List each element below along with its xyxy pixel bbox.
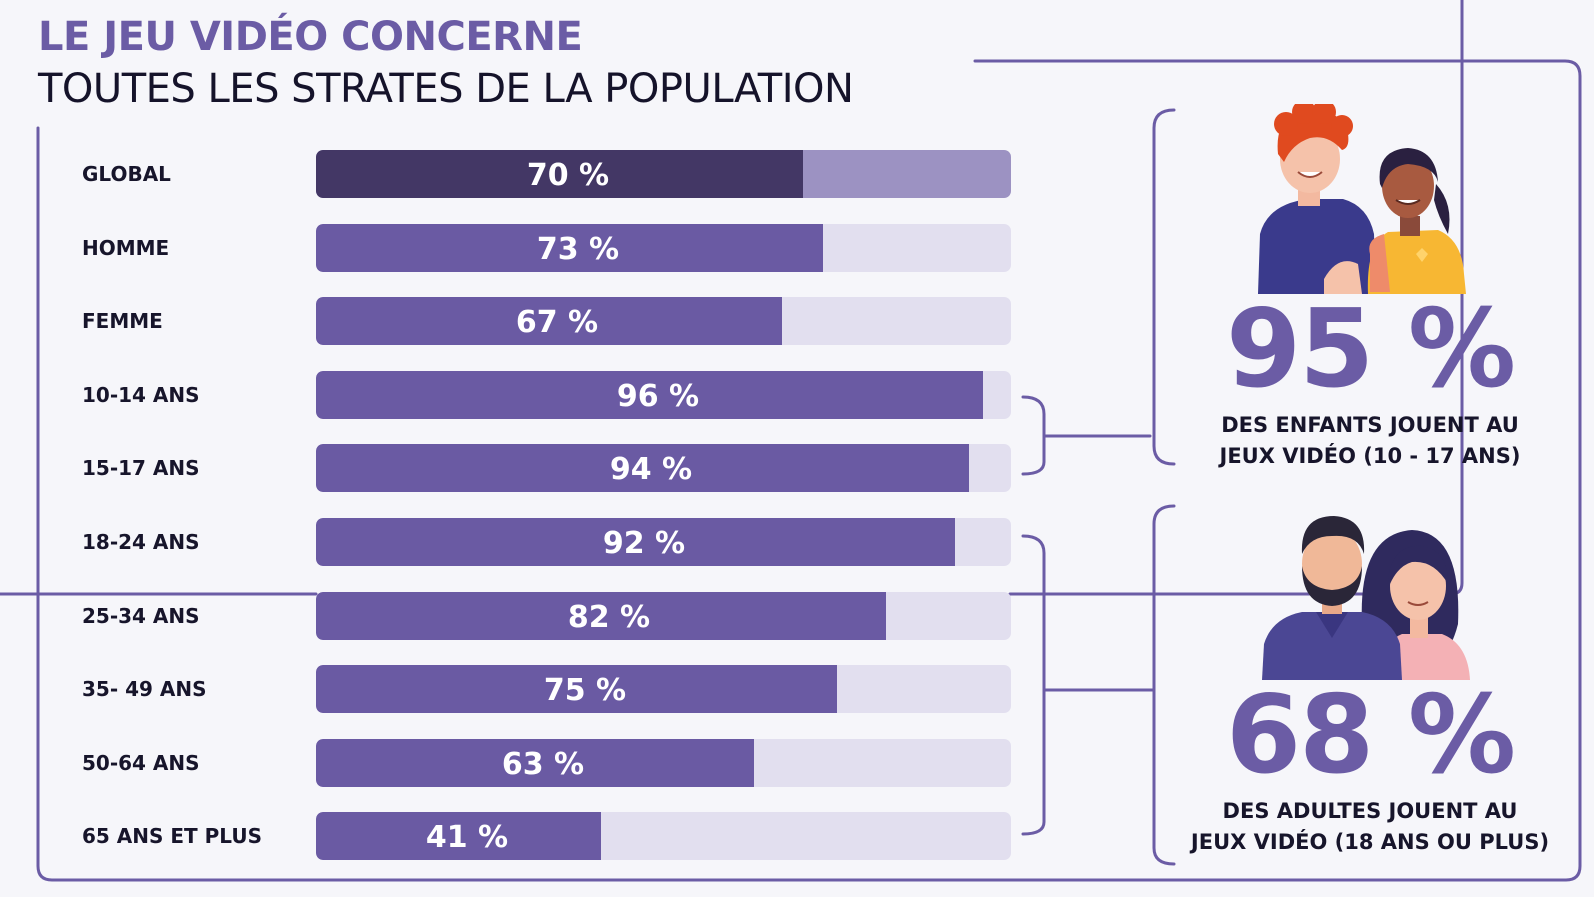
title-highlight: LE JEU VIDÉO CONCERNE [38, 14, 583, 60]
bar-fill [316, 812, 601, 860]
bar-value-label: 94 % [609, 452, 693, 487]
bar-fill [316, 444, 969, 492]
bar-fill [316, 739, 754, 787]
bar-track: 92 % [316, 518, 1011, 566]
bar-value-label: 82 % [567, 600, 651, 635]
bar-track: 96 % [316, 371, 1011, 419]
bar-value-label: 70 % [526, 158, 610, 193]
kids-illustration-icon [1258, 104, 1466, 294]
bar-value-label: 96 % [616, 379, 700, 414]
adults-illustration-icon [1262, 516, 1470, 680]
bar-value-label: 75 % [543, 673, 627, 708]
bar-track: 70 % [316, 150, 1011, 198]
bar-track: 82 % [316, 592, 1011, 640]
callout-adults-text-2: JEUX VIDÉO (18 ANS OU PLUS) [1190, 830, 1550, 854]
bar-track: 67 % [316, 297, 1011, 345]
bar-fill [316, 297, 782, 345]
bar-fill [316, 371, 983, 419]
callout-children-value: 95 % [1225, 287, 1516, 412]
category-label: HOMME [82, 236, 170, 260]
callout-adults-text-1: DES ADULTES JOUENT AU [1222, 799, 1518, 823]
category-label: GLOBAL [82, 162, 171, 186]
bar-value-label: 41 % [425, 820, 509, 855]
category-label: 50-64 ANS [82, 751, 200, 775]
callout-children: 95 % DES ENFANTS JOUENT AU JEUX VIDÉO (1… [1170, 296, 1570, 472]
callout-adults: 68 % DES ADULTES JOUENT AU JEUX VIDÉO (1… [1170, 682, 1570, 858]
bar-track: 73 % [316, 224, 1011, 272]
bar-value-label: 73 % [536, 232, 620, 267]
category-label: 65 ANS ET PLUS [82, 824, 262, 848]
bar-value-label: 63 % [501, 747, 585, 782]
category-label: 25-34 ANS [82, 604, 200, 628]
bar-track: 41 % [316, 812, 1011, 860]
bar-fill [316, 665, 837, 713]
bar-fill [316, 592, 886, 640]
title-subtitle: TOUTES LES STRATES DE LA POPULATION [38, 66, 854, 112]
bar-fill [316, 224, 823, 272]
bar-track: 94 % [316, 444, 1011, 492]
callout-children-text-1: DES ENFANTS JOUENT AU [1221, 413, 1519, 437]
category-label: 15-17 ANS [82, 456, 200, 480]
category-label: 10-14 ANS [82, 383, 200, 407]
bar-fill [316, 150, 803, 198]
callout-adults-value: 68 % [1225, 673, 1516, 798]
category-label: FEMME [82, 309, 163, 333]
category-label: 35- 49 ANS [82, 677, 207, 701]
category-label: 18-24 ANS [82, 530, 200, 554]
bar-value-label: 92 % [602, 526, 686, 561]
bar-track: 63 % [316, 739, 1011, 787]
bar-track: 75 % [316, 665, 1011, 713]
bar-fill [316, 518, 955, 566]
callout-children-text-2: JEUX VIDÉO (10 - 17 ANS) [1219, 444, 1521, 468]
bar-value-label: 67 % [515, 305, 599, 340]
